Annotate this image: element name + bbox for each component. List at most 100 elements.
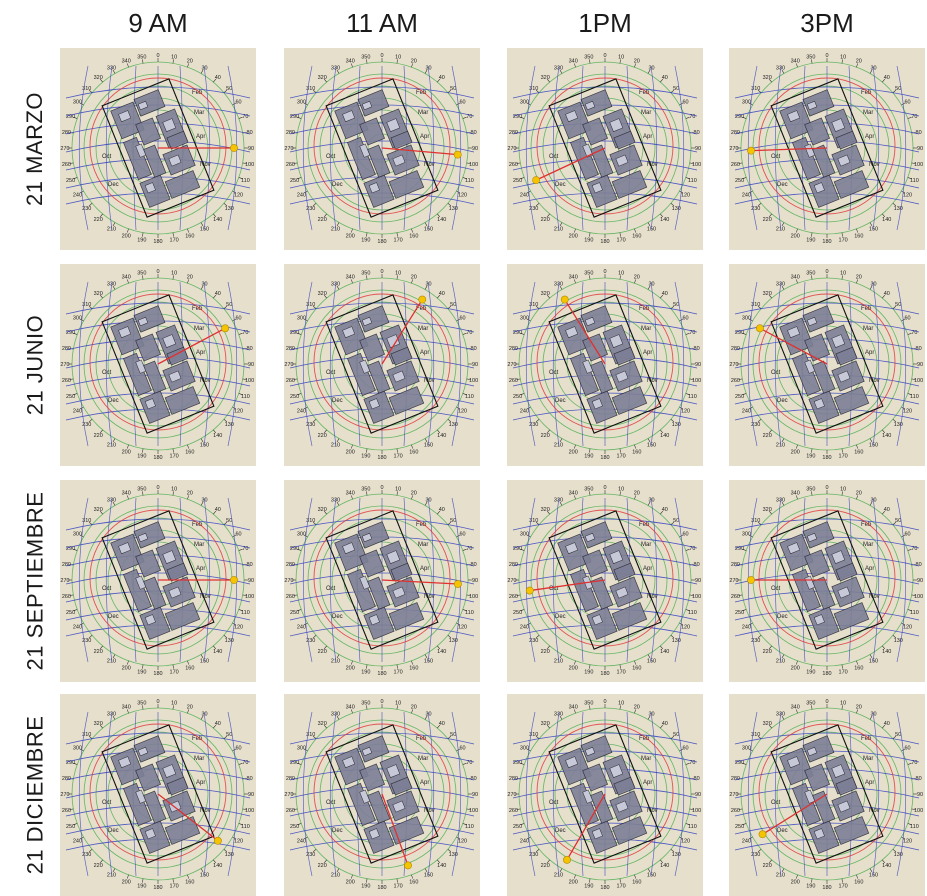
compass-tick [634,495,637,500]
sun-path-panel-1-2: 0 10 20 30 40 50 60 70 80 90 100 110 120 130 140 150 160… [507,264,703,466]
sun-path-panel-3-1: 0 10 20 30 40 50 60 70 80 90 100 110 120 130 140 150 160… [284,694,480,896]
compass-tick [535,635,540,639]
compass-label: 290 [735,760,744,766]
month-label: Feb [416,736,427,742]
compass-label: 100 [245,162,254,168]
compass-label: 150 [424,443,433,449]
compass-tick [223,305,228,309]
compass-label: 300 [73,100,82,106]
compass-label: 10 [618,270,624,276]
compass-tick [142,491,144,496]
compass-tick [99,510,103,515]
compass-label: 80 [247,130,253,136]
compass-label: 120 [234,625,243,631]
compass-label: 80 [694,346,700,352]
month-label: Feb [416,90,427,96]
compass-label: 230 [529,422,538,428]
sun-path-circle [313,723,451,861]
compass-label: 140 [882,649,891,655]
compass-tick [520,116,525,119]
compass-label: 90 [695,578,701,584]
compass-tick [112,654,116,659]
compass-label: 210 [554,227,563,233]
compass-tick [768,510,772,515]
compass-label: 350 [137,54,146,60]
sun-path-diagram: 0 102030405060708090100110120130140150160… [60,485,254,677]
compass-label: 260 [62,808,71,814]
building-block [110,101,145,140]
compass-label: 60 [459,316,465,322]
compass-label: 20 [411,59,417,65]
compass-tick [811,705,813,710]
hour-line [747,281,758,447]
compass-label: 120 [234,193,243,199]
compass-label: 170 [839,454,848,460]
compass-label: 220 [94,863,103,869]
month-label: Nov [647,594,658,600]
compass-label: 10 [840,270,846,276]
compass-label: 170 [170,454,179,460]
compass-tick [811,491,813,496]
sun-marker [560,295,569,304]
compass-label: 220 [318,433,327,439]
compass-label: 270 [284,362,293,368]
compass-tick [841,232,843,237]
compass-label: 180 [377,455,386,461]
compass-label: 160 [185,879,194,885]
compass-label: 250 [290,824,299,830]
compass-tick [73,762,78,765]
compass-tick [297,548,302,551]
compass-label: 190 [806,670,815,676]
compass-label: 140 [437,433,446,439]
compass-tick [142,448,144,453]
compass-ticks [292,490,472,670]
sun-marker [758,830,767,839]
compass-tick [336,438,340,443]
compass-tick [462,116,467,119]
compass-label: 210 [331,659,340,665]
compass-tick [589,448,591,453]
hour-line [747,711,758,877]
compass-label: 80 [247,776,253,782]
compass-tick [559,868,563,873]
compass-label: 50 [673,518,679,524]
building-block [166,130,189,150]
compass-label: 340 [569,59,578,65]
courtyard [804,143,816,158]
compass-label: 120 [458,409,467,415]
hour-line [896,497,907,663]
building-block [557,533,592,572]
compass-label: 160 [185,449,194,455]
building-block [833,170,870,199]
compass-tick [768,294,772,299]
compass-label: 70 [466,546,472,552]
compass-label: 160 [409,879,418,885]
compass-tick [738,594,743,596]
compass-tick [213,645,217,650]
compass-label: 190 [137,884,146,890]
courtyard [837,370,851,383]
compass-label: 250 [290,394,299,400]
row-label-marzo: 21 MARZO [22,91,47,207]
compass-tick [437,724,441,729]
compass-label: 280 [286,130,295,136]
compass-label: 20 [634,705,640,711]
compass-tick [200,438,204,443]
compass-label: 190 [361,884,370,890]
building-block [613,562,636,582]
sun-vector [759,327,828,365]
compass-tick [336,501,340,506]
compass-tick [88,849,93,853]
compass-tick [187,874,190,879]
compass-tick [685,332,690,335]
compass-ticks [68,490,248,670]
compass-tick [689,162,694,164]
compass-label: 10 [395,486,401,492]
compass-label: 130 [449,852,458,858]
compass-label: 320 [763,291,772,297]
compass-tick [634,279,637,284]
compass-label: 150 [424,227,433,233]
compass-label: 60 [904,746,910,752]
compass-label: 140 [882,217,891,223]
compass-label: 60 [904,532,910,538]
